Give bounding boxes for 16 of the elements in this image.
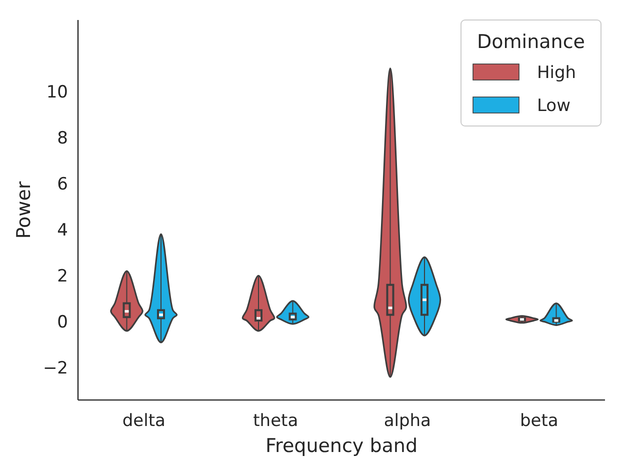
y-tick-label: 2: [57, 266, 68, 287]
y-tick-label: 0: [57, 312, 68, 333]
x-tick-label: alpha: [384, 411, 431, 431]
legend-label: High: [537, 62, 576, 83]
x-tick-label: theta: [253, 411, 298, 431]
legend-label: Low: [537, 96, 571, 116]
y-tick-label: 4: [57, 220, 68, 241]
y-tick-label: 8: [57, 128, 68, 148]
y-tick-label: −2: [42, 358, 68, 379]
x-tick-label: delta: [122, 411, 166, 431]
x-tick-label: beta: [520, 411, 558, 431]
x-axis-title: Frequency band: [266, 435, 418, 457]
y-axis-title: Power: [13, 181, 35, 239]
y-tick-label: 10: [46, 82, 68, 102]
y-tick-label: 6: [57, 174, 68, 194]
legend-title: Dominance: [477, 31, 585, 53]
